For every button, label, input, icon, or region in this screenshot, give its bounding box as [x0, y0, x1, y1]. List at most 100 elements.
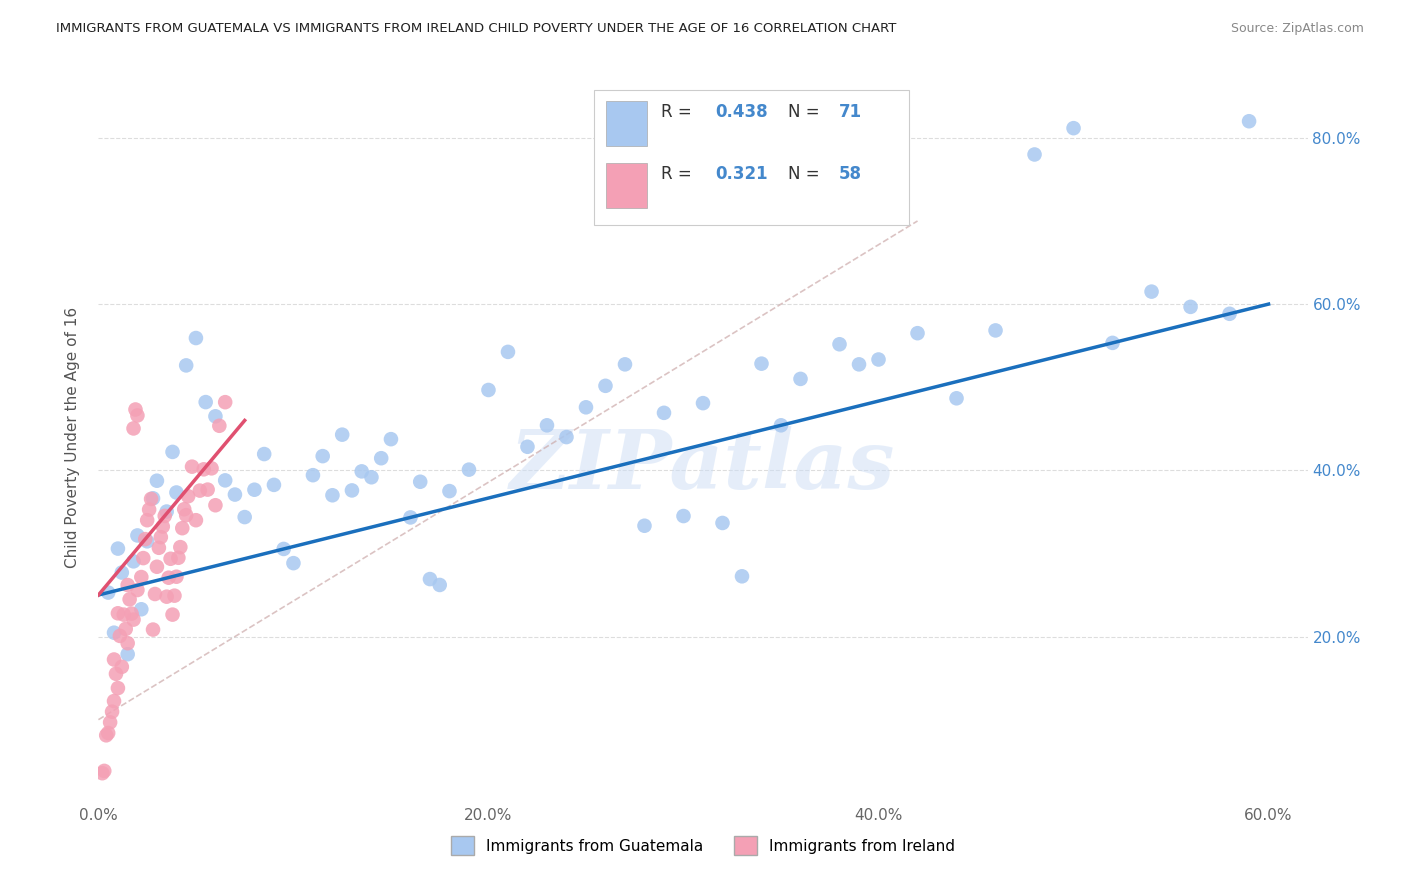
Point [419, 572, 441, 586]
Point [429, 578, 451, 592]
Point [162, 607, 184, 622]
FancyBboxPatch shape [595, 90, 908, 225]
Point [142, 491, 165, 506]
Point [204, 498, 226, 512]
Point [614, 357, 637, 371]
Point [104, 666, 127, 681]
Point [121, 607, 143, 621]
Text: 71: 71 [838, 103, 862, 120]
Point [224, 487, 246, 501]
Point [97, 585, 120, 599]
Point [214, 395, 236, 409]
Point [200, 461, 222, 475]
Point [181, 459, 204, 474]
Point [848, 357, 870, 371]
Point [555, 430, 578, 444]
Point [868, 352, 890, 367]
Point [208, 418, 231, 433]
Text: R =: R = [661, 103, 692, 120]
Point [789, 372, 811, 386]
Point [142, 623, 165, 637]
Legend: Immigrants from Guatemala, Immigrants from Ireland: Immigrants from Guatemala, Immigrants fr… [444, 830, 962, 861]
Point [273, 541, 295, 556]
Point [117, 647, 139, 661]
Point [146, 559, 169, 574]
Point [138, 502, 160, 516]
Point [146, 474, 169, 488]
Point [97, 726, 120, 740]
Point [153, 508, 176, 523]
Point [652, 406, 675, 420]
Text: N =: N = [787, 165, 820, 183]
Point [1140, 285, 1163, 299]
Point [302, 468, 325, 483]
Text: R =: R = [661, 165, 692, 183]
Point [101, 705, 124, 719]
FancyBboxPatch shape [606, 163, 647, 208]
Point [122, 421, 145, 435]
Point [107, 607, 129, 621]
Text: 0.438: 0.438 [716, 103, 768, 120]
Point [1219, 307, 1241, 321]
Point [193, 462, 215, 476]
Point [477, 383, 499, 397]
Point [945, 392, 967, 406]
Point [360, 470, 382, 484]
Text: 0.321: 0.321 [716, 165, 768, 183]
Point [536, 418, 558, 433]
Point [107, 681, 129, 695]
Point [91, 766, 114, 780]
Point [769, 418, 792, 433]
Point [149, 530, 172, 544]
Point [711, 516, 734, 530]
Text: ZIPatlas: ZIPatlas [510, 426, 896, 507]
Point [118, 592, 141, 607]
Point [633, 518, 655, 533]
Point [1024, 147, 1046, 161]
Point [136, 534, 159, 549]
Point [409, 475, 432, 489]
Point [157, 571, 180, 585]
Point [496, 344, 519, 359]
Point [122, 554, 145, 568]
Point [184, 331, 207, 345]
Point [112, 607, 135, 622]
Point [103, 652, 125, 666]
Text: 58: 58 [838, 165, 862, 183]
Point [156, 590, 179, 604]
Point [370, 451, 392, 466]
Point [107, 541, 129, 556]
FancyBboxPatch shape [606, 101, 647, 146]
Text: IMMIGRANTS FROM GUATEMALA VS IMMIGRANTS FROM IRELAND CHILD POVERTY UNDER THE AGE: IMMIGRANTS FROM GUATEMALA VS IMMIGRANTS … [56, 22, 897, 36]
Point [127, 528, 149, 542]
Point [159, 551, 181, 566]
Point [172, 521, 194, 535]
Point [1237, 114, 1260, 128]
Point [139, 491, 162, 506]
Text: N =: N = [787, 103, 820, 120]
Point [350, 464, 373, 478]
Point [117, 578, 139, 592]
Point [263, 478, 285, 492]
Point [1063, 121, 1085, 136]
Point [188, 483, 211, 498]
Point [516, 440, 538, 454]
Point [321, 488, 343, 502]
Point [127, 409, 149, 423]
Point [174, 508, 197, 523]
Point [194, 395, 217, 409]
Point [204, 409, 226, 424]
Point [340, 483, 363, 498]
Point [173, 502, 195, 516]
Point [984, 323, 1007, 337]
Point [233, 510, 256, 524]
Point [399, 510, 422, 524]
Point [595, 379, 617, 393]
Point [131, 570, 153, 584]
Y-axis label: Child Poverty Under the Age of 16: Child Poverty Under the Age of 16 [65, 307, 80, 567]
Point [98, 715, 121, 730]
Point [122, 613, 145, 627]
Point [672, 509, 695, 524]
Point [214, 474, 236, 488]
Point [1180, 300, 1202, 314]
